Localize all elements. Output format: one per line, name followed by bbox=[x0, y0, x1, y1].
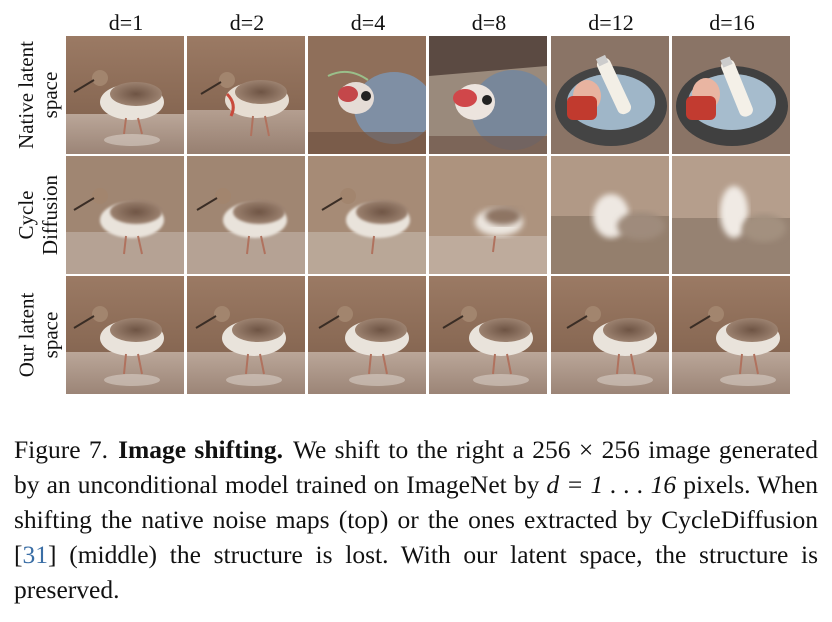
caption-text-1: We shift to the right a 256 × 256 image … bbox=[14, 435, 818, 499]
image-native-d1 bbox=[66, 36, 184, 154]
image-ours-d1 bbox=[66, 276, 184, 394]
col-label-d16: d=16 bbox=[709, 10, 755, 35]
image-cycle-d1 bbox=[66, 156, 184, 274]
figure: d=1 d=2 d=4 d=8 d=12 d=16 Native latent s… bbox=[14, 10, 790, 394]
caption-text-3: ] (middle) the structure is lost. With o… bbox=[14, 540, 818, 604]
image-cycle-d4 bbox=[308, 156, 426, 274]
col-label-d12: d=12 bbox=[588, 10, 634, 35]
row-label-native: Native latent space bbox=[14, 41, 62, 149]
image-native-d2 bbox=[187, 36, 305, 154]
image-cycle-d12 bbox=[551, 156, 669, 274]
row-label-cycle: Cycle Diffusion bbox=[14, 174, 62, 256]
figure-caption: Figure 7. Image shifting. We shift to the … bbox=[14, 432, 818, 607]
caption-math: d = 1 . . . 16 bbox=[546, 470, 677, 499]
citation-link[interactable]: 31 bbox=[22, 540, 49, 569]
image-native-d16 bbox=[672, 36, 790, 154]
caption-title: Image shifting. bbox=[118, 435, 283, 464]
image-ours-d12 bbox=[551, 276, 669, 394]
row-label-ours: Our latent space bbox=[14, 292, 62, 378]
image-ours-d4 bbox=[308, 276, 426, 394]
figure-label: Figure 7. bbox=[14, 435, 109, 464]
image-cycle-d8 bbox=[429, 156, 547, 274]
col-label-d1: d=1 bbox=[108, 10, 144, 35]
image-ours-d2 bbox=[187, 276, 305, 394]
col-label-d4: d=4 bbox=[350, 10, 386, 35]
image-cycle-d16 bbox=[672, 156, 790, 274]
image-cycle-d2 bbox=[187, 156, 305, 274]
col-label-d2: d=2 bbox=[229, 10, 265, 35]
caption-text-2: pixels. When shifting the native noise m… bbox=[14, 470, 819, 569]
image-native-d8 bbox=[429, 36, 547, 154]
image-native-d4 bbox=[308, 36, 426, 154]
col-label-d8: d=8 bbox=[471, 10, 507, 35]
image-ours-d8 bbox=[429, 276, 547, 394]
image-native-d12 bbox=[551, 36, 669, 154]
image-ours-d16 bbox=[672, 276, 790, 394]
